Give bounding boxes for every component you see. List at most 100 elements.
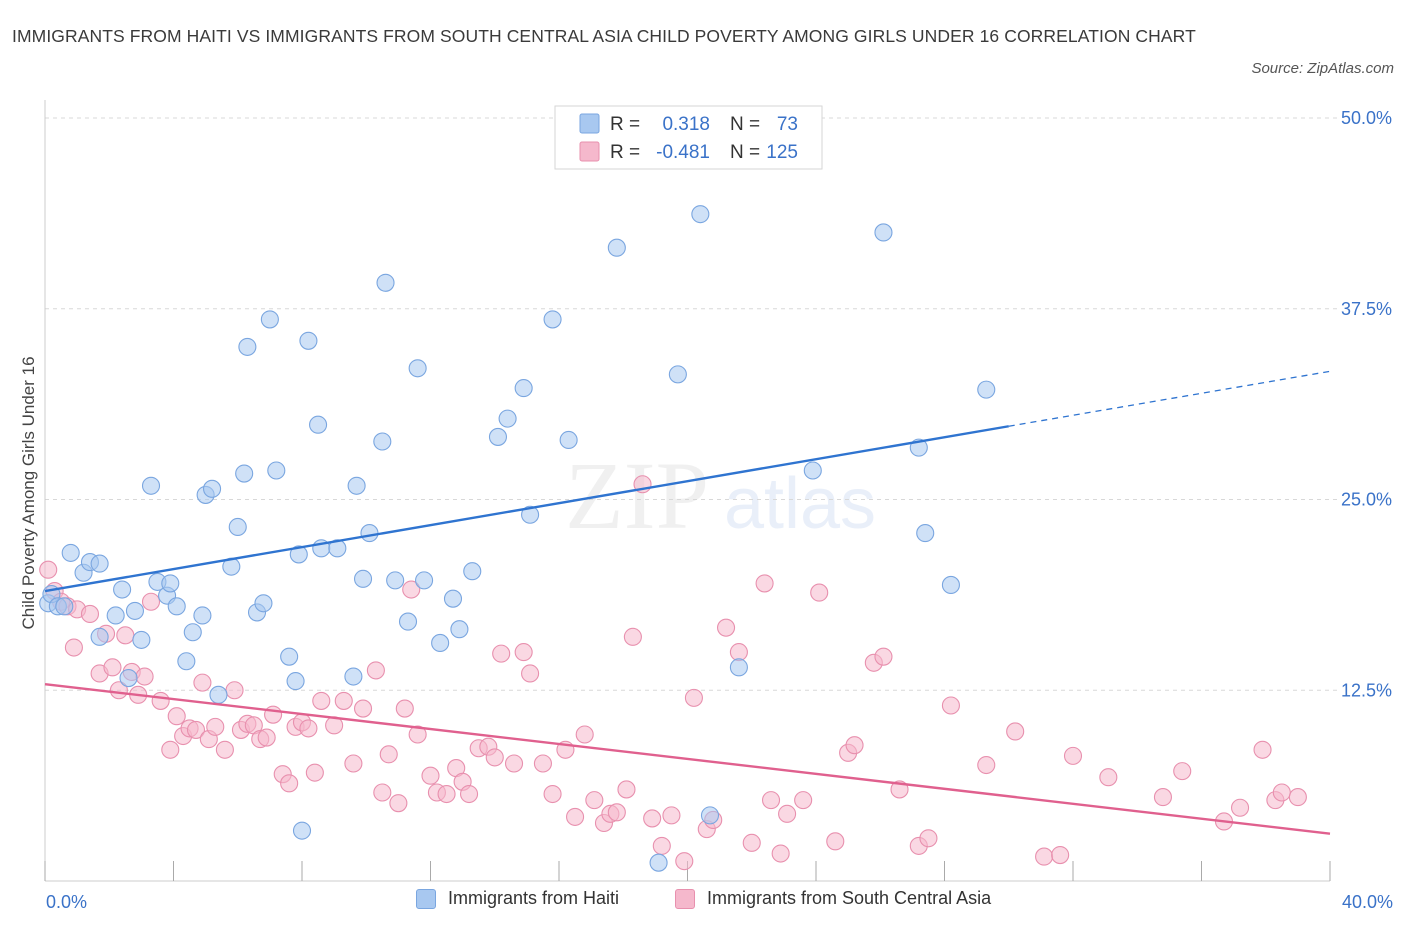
asia-point: [64, 638, 83, 657]
asia-point: [305, 763, 324, 782]
asia-point: [280, 774, 299, 793]
asia-point: [977, 755, 996, 775]
haiti-point: [61, 543, 80, 562]
legend-swatch-asia-bottom: [675, 888, 695, 909]
haiti-point: [543, 310, 562, 329]
asia-point: [1035, 847, 1054, 866]
haiti-point: [228, 517, 247, 537]
asia-point: [353, 699, 373, 718]
asia-point: [1063, 746, 1083, 765]
haiti-point: [119, 668, 138, 688]
asia-point: [874, 647, 893, 666]
legend-n-value-asia: 125: [766, 142, 798, 163]
asia-point: [437, 784, 456, 804]
legend-item-haiti: Immigrants from Haiti: [416, 888, 619, 909]
haiti-point: [238, 337, 257, 356]
haiti-point: [289, 545, 308, 564]
haiti-point: [260, 310, 279, 329]
legend-n-value-haiti: 73: [777, 114, 798, 135]
asia-point: [334, 691, 353, 710]
asia-point: [225, 681, 244, 700]
asia-point: [617, 780, 636, 799]
asia-point: [662, 806, 681, 825]
asia-point: [643, 809, 662, 828]
asia-point: [623, 627, 642, 646]
asia-point: [167, 707, 186, 726]
haiti-point: [450, 620, 469, 639]
haiti-trend-extension: [1008, 370, 1331, 427]
legend-swatch-asia: [579, 141, 600, 162]
haiti-point: [977, 380, 996, 399]
legend-label-asia: Immigrants from South Central Asia: [707, 888, 992, 908]
haiti-point: [141, 476, 161, 495]
haiti-point: [347, 476, 366, 495]
asia-point: [607, 803, 626, 822]
haiti-point: [132, 630, 151, 649]
haiti-point: [729, 658, 748, 677]
asia-point: [1231, 798, 1250, 817]
asia-point: [742, 833, 761, 852]
asia-point: [366, 661, 385, 680]
asia-point: [299, 719, 318, 738]
asia-point: [755, 574, 774, 593]
haiti-point: [309, 415, 328, 434]
haiti-point: [408, 359, 427, 378]
asia-point: [521, 664, 540, 683]
legend-n-label-asia: N =: [730, 142, 760, 163]
asia-point: [1051, 846, 1070, 865]
asia-point: [215, 740, 234, 759]
asia-point: [459, 784, 479, 804]
legend-swatch-haiti: [579, 113, 600, 134]
asia-point: [543, 784, 562, 804]
asia-point: [395, 699, 414, 718]
asia-point: [80, 604, 100, 624]
x-tick-label: 40.0%: [1342, 892, 1393, 912]
legend-r-value-haiti: 0.318: [662, 114, 710, 135]
asia-point: [504, 754, 524, 773]
asia-point: [402, 580, 421, 599]
chart-title: IMMIGRANTS FROM HAITI VS IMMIGRANTS FROM…: [12, 26, 1196, 46]
haiti-point: [183, 623, 202, 642]
haiti-point: [691, 205, 710, 224]
legend-n-label-haiti: N =: [730, 114, 760, 135]
legend-r-label-asia: R =: [610, 142, 640, 163]
asia-point: [761, 791, 781, 810]
haiti-point: [521, 505, 540, 524]
haiti-point: [167, 597, 186, 616]
asia-point: [1153, 788, 1172, 807]
haiti-point: [360, 524, 379, 543]
y-tick-label: 50.0%: [1341, 108, 1392, 128]
haiti-point: [874, 223, 893, 242]
asia-point: [135, 667, 154, 686]
haiti-point: [431, 633, 450, 652]
grid-lines: [45, 117, 1340, 691]
asia-point: [379, 745, 398, 764]
correlation-legend: R = 0.318 N = 73 R = -0.481 N = 125: [554, 105, 823, 170]
asia-point: [778, 804, 797, 823]
y-tick-label: 37.5%: [1341, 299, 1392, 319]
haiti-point: [386, 571, 405, 590]
haiti-point: [177, 652, 196, 671]
haiti-point: [559, 430, 578, 450]
asia-point: [533, 754, 552, 773]
asia-point: [257, 728, 276, 747]
haiti-point: [209, 685, 228, 704]
haiti-point: [668, 365, 687, 384]
asia-point: [1099, 768, 1118, 787]
asia-point: [389, 794, 408, 813]
asia-point: [1253, 740, 1272, 759]
haiti-point: [193, 606, 212, 625]
haiti-point: [443, 589, 463, 608]
asia-point: [485, 748, 504, 767]
watermark-zip: ZIP: [565, 442, 709, 549]
haiti-point: [344, 667, 363, 686]
haiti-point: [125, 601, 144, 620]
asia-point: [675, 852, 694, 871]
haiti-point: [700, 806, 720, 825]
haiti-point: [607, 238, 626, 257]
legend-label-haiti: Immigrants from Haiti: [448, 888, 620, 908]
watermark-atlas: atlas: [724, 464, 876, 544]
asia-point: [39, 560, 58, 579]
haiti-point: [463, 562, 482, 581]
